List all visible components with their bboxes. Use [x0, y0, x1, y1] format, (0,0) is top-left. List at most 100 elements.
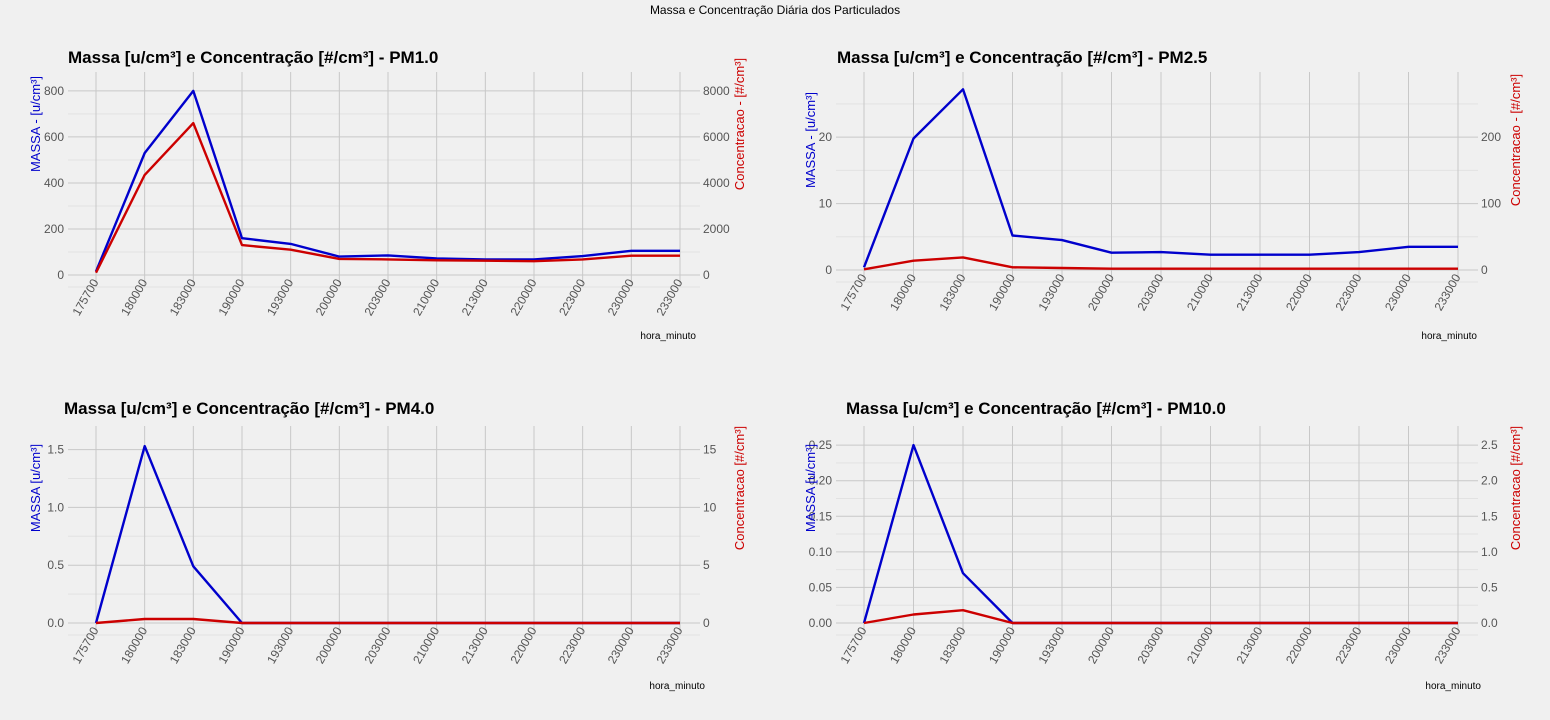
- x-axis-label: hora_minuto: [1425, 681, 1481, 692]
- x-tick-label: 183000: [167, 276, 199, 318]
- y-tick-label-left: 0.0: [47, 616, 64, 630]
- x-tick-label: 200000: [313, 624, 345, 666]
- y-tick-label-right: 2.5: [1481, 438, 1498, 452]
- y-tick-label-right: 0: [1481, 263, 1488, 277]
- y-tick-label-left: 0.15: [809, 509, 833, 523]
- y-axis-label-right: Concentracao - [#/cm³]: [732, 58, 747, 190]
- x-axis-label: hora_minuto: [640, 331, 696, 342]
- y-axis-label-left: MASSA [u/cm³]: [803, 444, 818, 532]
- x-tick-label: 223000: [556, 624, 588, 666]
- x-tick-label: 210000: [410, 624, 442, 666]
- x-tick-label: 230000: [605, 276, 637, 318]
- x-tick-label: 193000: [1035, 624, 1067, 666]
- y-tick-label-right: 100: [1481, 197, 1501, 211]
- x-tick-label: 233000: [1431, 624, 1463, 666]
- x-tick-label: 233000: [1431, 271, 1463, 313]
- y-tick-label-left: 200: [44, 222, 64, 236]
- x-tick-label: 190000: [986, 624, 1018, 666]
- chart-panel-3: Massa [u/cm³] e Concentração [#/cm³] - P…: [28, 399, 747, 692]
- y-tick-label-left: 0.25: [809, 438, 833, 452]
- x-tick-label: 200000: [1085, 271, 1117, 313]
- y-tick-label-left: 0: [825, 263, 832, 277]
- x-tick-label: 220000: [1283, 624, 1315, 666]
- y-axis-label-left: MASSA - [u/cm³]: [803, 92, 818, 188]
- x-tick-label: 213000: [459, 624, 491, 666]
- x-tick-label: 233000: [653, 624, 685, 666]
- x-axis-label: hora_minuto: [1421, 331, 1477, 342]
- y-tick-label-left: 0.20: [809, 474, 833, 488]
- x-axis-label: hora_minuto: [649, 681, 705, 692]
- concentration-series-line: [863, 609, 1458, 625]
- x-tick-label: 220000: [507, 624, 539, 666]
- y-tick-label-right: 6000: [703, 130, 730, 144]
- mass-series-line: [94, 89, 680, 272]
- x-tick-label: 193000: [1035, 271, 1067, 313]
- figure-title: Massa e Concentração Diária dos Particul…: [649, 3, 901, 17]
- x-tick-label: 180000: [118, 624, 150, 666]
- concentration-series-line: [863, 256, 1458, 271]
- y-tick-label-right: 0: [703, 268, 710, 282]
- x-tick-label: 203000: [361, 624, 393, 666]
- x-tick-label: 175700: [69, 624, 101, 666]
- x-tick-label: 203000: [1134, 624, 1166, 666]
- x-tick-label: 220000: [1283, 271, 1315, 313]
- y-axis-label-right: Concentracao [#/cm³]: [1508, 426, 1523, 550]
- chart-panel-2: Massa [u/cm³] e Concentração [#/cm³] - P…: [803, 48, 1523, 342]
- x-tick-label: 230000: [1382, 271, 1414, 313]
- x-tick-label: 193000: [264, 276, 296, 318]
- y-tick-label-left: 600: [44, 130, 64, 144]
- chart-title: Massa [u/cm³] e Concentração [#/cm³] - P…: [68, 48, 438, 67]
- y-tick-label-right: 1.0: [1481, 545, 1498, 559]
- y-tick-label-right: 10: [703, 500, 717, 514]
- x-tick-label: 213000: [459, 276, 491, 318]
- x-tick-label: 200000: [313, 276, 345, 318]
- y-tick-label-right: 5: [703, 558, 710, 572]
- chart-panel-1: Massa [u/cm³] e Concentração [#/cm³] - P…: [28, 48, 747, 342]
- mass-series-line: [862, 88, 1458, 268]
- x-tick-label: 175700: [837, 624, 869, 666]
- y-tick-label-left: 1.5: [47, 443, 64, 457]
- x-tick-label: 175700: [837, 271, 869, 313]
- y-tick-label-left: 0.05: [809, 580, 833, 594]
- y-tick-label-right: 0: [703, 616, 710, 630]
- chart-title: Massa [u/cm³] e Concentração [#/cm³] - P…: [846, 399, 1226, 418]
- y-tick-label-right: 200: [1481, 130, 1501, 144]
- x-tick-label: 230000: [1382, 624, 1414, 666]
- x-tick-label: 210000: [410, 276, 442, 318]
- x-tick-label: 183000: [936, 271, 968, 313]
- x-tick-label: 223000: [1332, 624, 1364, 666]
- y-tick-label-left: 800: [44, 84, 64, 98]
- y-axis-label-right: Concentracao [#/cm³]: [732, 426, 747, 550]
- x-tick-label: 180000: [118, 276, 150, 318]
- y-tick-label-right: 0.0: [1481, 616, 1498, 630]
- x-tick-label: 213000: [1233, 624, 1265, 666]
- y-tick-label-right: 1.5: [1481, 509, 1498, 523]
- x-tick-label: 183000: [936, 624, 968, 666]
- x-tick-label: 233000: [653, 276, 685, 318]
- y-tick-label-left: 0: [57, 268, 64, 282]
- y-axis-label-left: MASSA [u/cm³]: [28, 444, 43, 532]
- chart-title: Massa [u/cm³] e Concentração [#/cm³] - P…: [64, 399, 434, 418]
- y-tick-label-right: 2.0: [1481, 474, 1498, 488]
- y-tick-label-right: 8000: [703, 84, 730, 98]
- y-axis-label-left: MASSA - [u/cm³]: [28, 76, 43, 172]
- y-tick-label-left: 0.00: [809, 616, 833, 630]
- x-tick-label: 180000: [887, 271, 919, 313]
- y-tick-label-left: 0.10: [809, 545, 833, 559]
- y-axis-label-right: Concentracao - [#/cm³]: [1508, 74, 1523, 206]
- x-tick-label: 210000: [1184, 271, 1216, 313]
- chart-title: Massa [u/cm³] e Concentração [#/cm³] - P…: [837, 48, 1207, 67]
- y-tick-label-left: 20: [819, 130, 833, 144]
- x-tick-label: 220000: [507, 276, 539, 318]
- x-tick-label: 190000: [986, 271, 1018, 313]
- y-tick-label-left: 1.0: [47, 500, 64, 514]
- x-tick-label: 210000: [1184, 624, 1216, 666]
- y-tick-label-left: 10: [819, 197, 833, 211]
- x-tick-label: 223000: [1332, 271, 1364, 313]
- x-tick-label: 230000: [605, 624, 637, 666]
- y-tick-label-right: 15: [703, 443, 717, 457]
- x-tick-label: 190000: [215, 276, 247, 318]
- x-tick-label: 190000: [215, 624, 247, 666]
- y-tick-label-left: 400: [44, 176, 64, 190]
